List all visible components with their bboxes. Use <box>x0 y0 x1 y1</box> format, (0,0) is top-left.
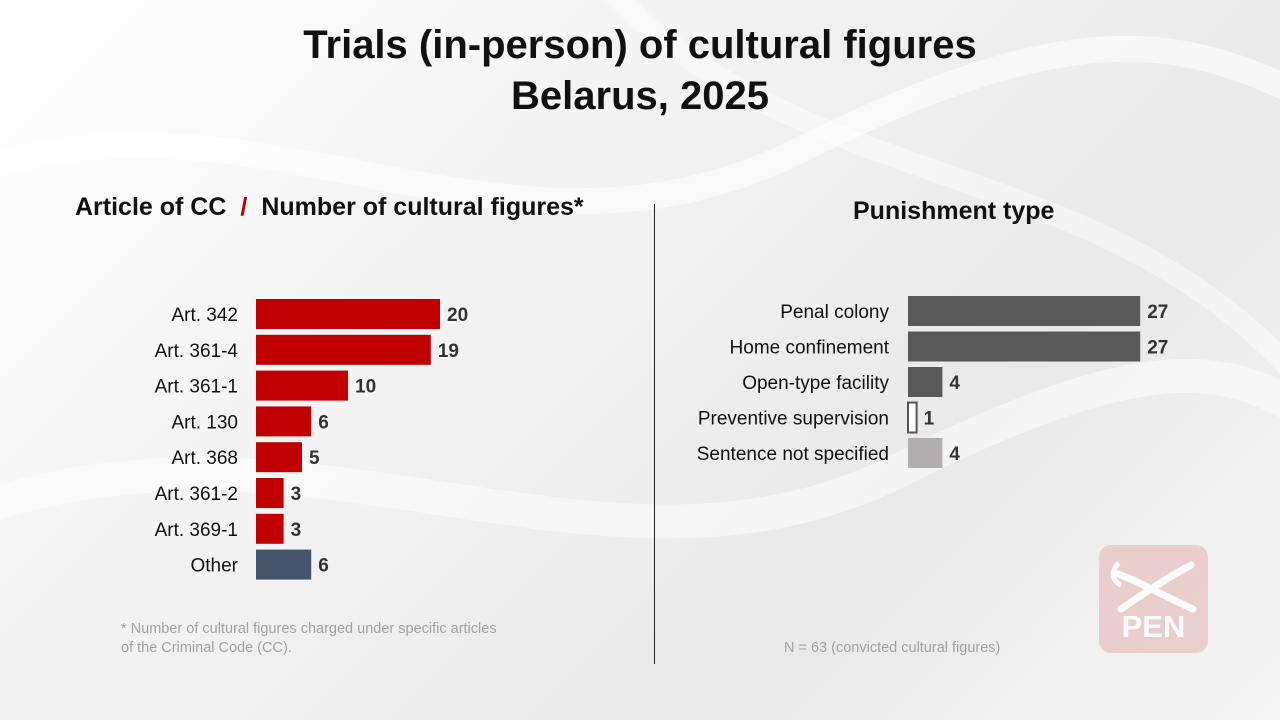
article-value-label: 6 <box>318 412 329 433</box>
article-bar <box>256 549 312 580</box>
left-chart-header: Article of CC / Number of cultural figures… <box>75 193 584 222</box>
punishment-bar <box>908 331 1141 362</box>
article-category-label: Art. 361-1 <box>155 377 238 398</box>
punishment-value-label: 4 <box>949 373 960 394</box>
punishment-category-label: Sentence not specified <box>697 444 889 465</box>
left-header-part2: Number of cultural figures* <box>261 193 584 221</box>
punishment-bar <box>908 296 1141 326</box>
footnote: * Number of cultural figures charged und… <box>121 621 497 656</box>
right-chart-header: Punishment type <box>853 197 1055 225</box>
article-value-label: 20 <box>447 305 468 326</box>
title-line-1: Trials (in-person) of cultural figures <box>303 23 977 67</box>
article-value-label: 3 <box>291 520 302 541</box>
pen-logo: PEN <box>1099 545 1208 653</box>
quill-sword-icon <box>1110 561 1197 613</box>
vertical-divider <box>654 204 655 664</box>
article-category-label: Other <box>190 556 238 577</box>
punishment-category-label: Preventive supervision <box>698 409 889 430</box>
left-header-part1: Article of CC <box>75 193 227 221</box>
article-value-label: 3 <box>291 484 302 505</box>
article-value-label: 10 <box>355 377 376 398</box>
article-category-label: Art. 342 <box>171 305 238 326</box>
punishment-category-label: Penal colony <box>780 302 889 323</box>
logo-text: PEN <box>1121 609 1186 644</box>
punishment-value-label: 27 <box>1147 338 1168 359</box>
punishment-value-label: 4 <box>949 444 960 465</box>
article-category-label: Art. 361-4 <box>155 341 239 362</box>
punishment-value-label: 1 <box>924 409 935 430</box>
punishment-bar <box>907 401 918 434</box>
title-line-2: Belarus, 2025 <box>511 74 769 118</box>
punishment-category-label: Open-type facility <box>742 373 889 394</box>
article-bar <box>256 299 440 329</box>
left-header-slash: / <box>240 193 248 221</box>
punishment-value-label: 27 <box>1147 302 1168 323</box>
punishment-category-label: Home confinement <box>730 338 890 359</box>
article-category-label: Art. 361-2 <box>155 484 238 505</box>
article-bar <box>256 513 284 544</box>
article-value-label: 6 <box>318 556 329 577</box>
article-bar <box>256 406 312 437</box>
article-bar <box>256 370 348 401</box>
article-bar <box>256 334 431 365</box>
article-category-label: Art. 369-1 <box>155 520 238 541</box>
article-category-label: Art. 368 <box>171 448 238 469</box>
article-bar <box>256 442 302 473</box>
punishment-bar <box>908 367 943 397</box>
article-value-label: 5 <box>309 448 320 469</box>
article-bar <box>256 478 284 508</box>
article-value-label: 19 <box>438 341 459 362</box>
punishment-bar <box>908 438 943 468</box>
sample-size-note: N = 63 (convicted cultural figures) <box>784 640 1001 656</box>
article-category-label: Art. 130 <box>171 412 238 433</box>
